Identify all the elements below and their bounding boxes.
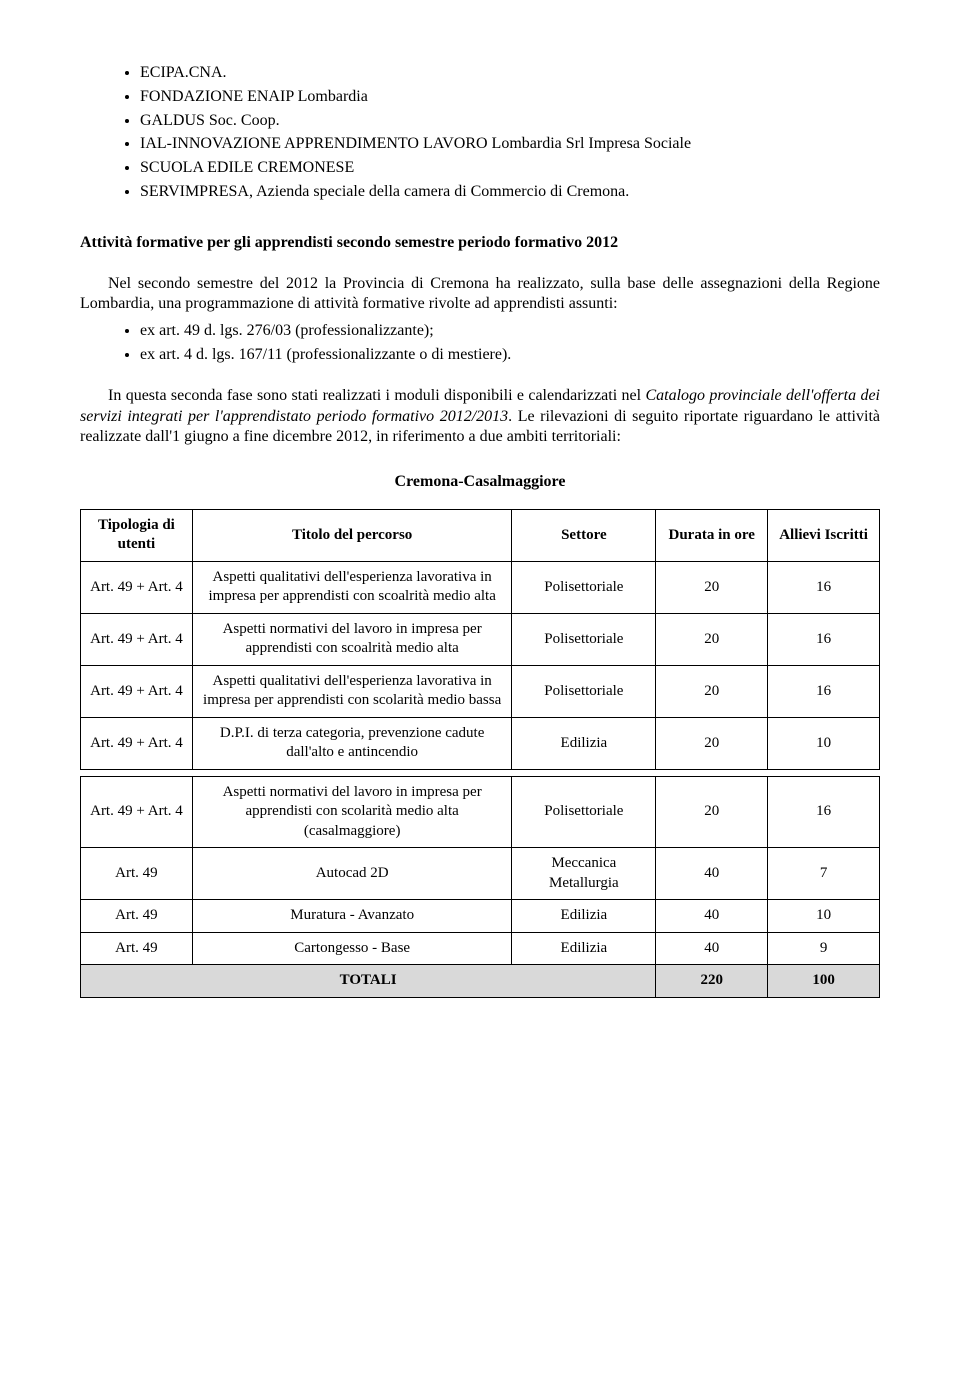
table-row: Art. 49 + Art. 4Aspetti normativi del la… <box>81 776 880 848</box>
cell-tipologia: Art. 49 <box>81 848 193 900</box>
cell-tipologia: Art. 49 + Art. 4 <box>81 776 193 848</box>
table-row: Art. 49Autocad 2DMeccanica Metallurgia40… <box>81 848 880 900</box>
table-subheading: Cremona-Casalmaggiore <box>80 472 880 493</box>
table-spacer <box>81 769 880 776</box>
cell-tipologia: Art. 49 <box>81 932 193 965</box>
cell-titolo: Aspetti qualitativi dell'esperienza lavo… <box>192 665 512 717</box>
cell-allievi: 16 <box>768 561 880 613</box>
bullet-item: IAL-INNOVAZIONE APPRENDIMENTO LAVORO Lom… <box>140 134 880 155</box>
th-allievi: Allievi Iscritti <box>768 509 880 561</box>
bullet-item: ex art. 49 d. lgs. 276/03 (professionali… <box>140 321 880 342</box>
cell-tipologia: Art. 49 + Art. 4 <box>81 561 193 613</box>
cell-durata: 20 <box>656 665 768 717</box>
bullet-item: SCUOLA EDILE CREMONESE <box>140 158 880 179</box>
cell-allievi: 7 <box>768 848 880 900</box>
cell-settore: Polisettoriale <box>512 776 656 848</box>
paragraph-1: Nel secondo semestre del 2012 la Provinc… <box>80 274 880 316</box>
th-titolo: Titolo del percorso <box>192 509 512 561</box>
totals-durata: 220 <box>656 965 768 998</box>
cell-allievi: 16 <box>768 613 880 665</box>
totals-allievi: 100 <box>768 965 880 998</box>
cell-durata: 40 <box>656 848 768 900</box>
para2-pre: In questa seconda fase sono stati realiz… <box>108 387 645 404</box>
table-totals-row: TOTALI220100 <box>81 965 880 998</box>
cell-titolo: Muratura - Avanzato <box>192 900 512 933</box>
cell-settore: Polisettoriale <box>512 561 656 613</box>
th-tipologia: Tipologia di utenti <box>81 509 193 561</box>
cell-allievi: 16 <box>768 665 880 717</box>
table-row: Art. 49Cartongesso - BaseEdilizia409 <box>81 932 880 965</box>
bullet-item: ECIPA.CNA. <box>140 63 880 84</box>
th-settore: Settore <box>512 509 656 561</box>
bullet-item: GALDUS Soc. Coop. <box>140 111 880 132</box>
bullet-item: FONDAZIONE ENAIP Lombardia <box>140 87 880 108</box>
cell-settore: Edilizia <box>512 900 656 933</box>
cell-settore: Meccanica Metallurgia <box>512 848 656 900</box>
cell-titolo: Aspetti normativi del lavoro in impresa … <box>192 613 512 665</box>
cell-titolo: Cartongesso - Base <box>192 932 512 965</box>
cell-tipologia: Art. 49 + Art. 4 <box>81 665 193 717</box>
cell-tipologia: Art. 49 + Art. 4 <box>81 717 193 769</box>
cell-allievi: 10 <box>768 900 880 933</box>
bullet-item: ex art. 4 d. lgs. 167/11 (professionaliz… <box>140 345 880 366</box>
cell-settore: Polisettoriale <box>512 665 656 717</box>
cell-titolo: D.P.I. di terza categoria, prevenzione c… <box>192 717 512 769</box>
table-header-row: Tipologia di utenti Titolo del percorso … <box>81 509 880 561</box>
totals-label: TOTALI <box>81 965 656 998</box>
cell-titolo: Autocad 2D <box>192 848 512 900</box>
cell-durata: 20 <box>656 613 768 665</box>
intro-bullet-list: ECIPA.CNA. FONDAZIONE ENAIP Lombardia GALD… <box>80 63 880 203</box>
cell-settore: Polisettoriale <box>512 613 656 665</box>
cell-durata: 20 <box>656 717 768 769</box>
cell-allievi: 16 <box>768 776 880 848</box>
th-durata: Durata in ore <box>656 509 768 561</box>
cell-allievi: 10 <box>768 717 880 769</box>
courses-table: Tipologia di utenti Titolo del percorso … <box>80 509 880 998</box>
cell-durata: 40 <box>656 900 768 933</box>
cell-tipologia: Art. 49 <box>81 900 193 933</box>
bullet-item: SERVIMPRESA, Azienda speciale della came… <box>140 182 880 203</box>
table-row: Art. 49Muratura - AvanzatoEdilizia4010 <box>81 900 880 933</box>
paragraph-2: In questa seconda fase sono stati realiz… <box>80 386 880 448</box>
section-heading: Attività formative per gli apprendisti s… <box>80 233 880 254</box>
cell-settore: Edilizia <box>512 932 656 965</box>
table-row: Art. 49 + Art. 4Aspetti qualitativi dell… <box>81 561 880 613</box>
cell-tipologia: Art. 49 + Art. 4 <box>81 613 193 665</box>
sub-bullet-list: ex art. 49 d. lgs. 276/03 (professionali… <box>80 321 880 366</box>
table-row: Art. 49 + Art. 4Aspetti normativi del la… <box>81 613 880 665</box>
cell-durata: 20 <box>656 776 768 848</box>
table-row: Art. 49 + Art. 4D.P.I. di terza categori… <box>81 717 880 769</box>
table-row: Art. 49 + Art. 4Aspetti qualitativi dell… <box>81 665 880 717</box>
cell-settore: Edilizia <box>512 717 656 769</box>
cell-titolo: Aspetti qualitativi dell'esperienza lavo… <box>192 561 512 613</box>
cell-allievi: 9 <box>768 932 880 965</box>
cell-durata: 20 <box>656 561 768 613</box>
cell-durata: 40 <box>656 932 768 965</box>
cell-titolo: Aspetti normativi del lavoro in impresa … <box>192 776 512 848</box>
